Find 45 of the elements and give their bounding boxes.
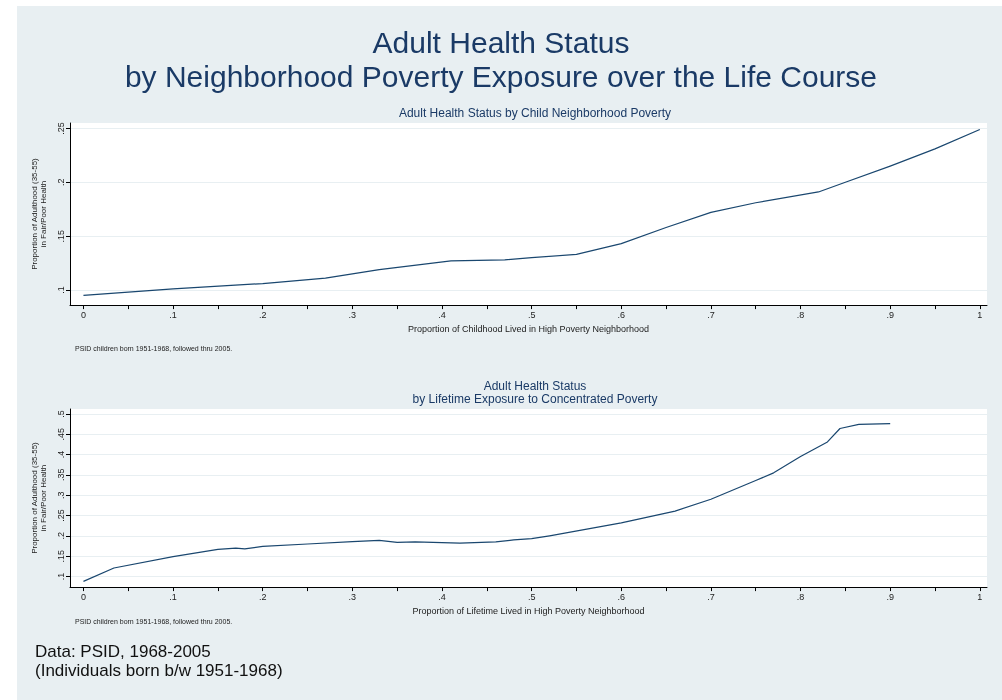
x-tick-label: 0: [80, 309, 86, 320]
chart-title: Adult Health Status by Neighborhood Poverty Exposure over the Life Course: [123, 26, 879, 94]
x-tick-label: .7: [707, 309, 715, 320]
x-axis-title: Proportion of Lifetime Lived in High Poverty Neighborhood: [412, 605, 645, 616]
y-axis-title: Proportion of Adulthood (35-55) in Fair/Poor Health: [30, 157, 48, 270]
x-tick-label: 1: [977, 309, 983, 320]
x-tick-label: .3: [348, 591, 357, 602]
y-tick-label: .15: [55, 229, 66, 243]
y-tick-label: .5: [55, 410, 66, 418]
x-tick-label: .8: [796, 591, 805, 602]
line-series: [82, 128, 981, 296]
x-axis-title: Proportion of Childhood Lived in High Poverty Neighborhood: [407, 323, 650, 334]
x-tick-label: .1: [169, 591, 177, 602]
x-tick-label: 1: [977, 591, 983, 602]
x-tick-label: 0: [80, 591, 86, 602]
chart-title: Adult Health Status by Lifetime Exposure to Concentrated Poverty: [412, 378, 658, 406]
y-tick-label: .3: [55, 491, 66, 499]
y-tick-label: .35: [55, 468, 66, 482]
x-tick-label: .4: [438, 591, 446, 602]
y-tick-label: .25: [55, 509, 66, 522]
x-tick-label: .7: [707, 591, 715, 602]
y-tick-label: .2: [55, 178, 66, 187]
y-tick-label: .4: [55, 450, 66, 459]
line-series: [82, 423, 891, 583]
x-tick-label: .5: [527, 309, 536, 320]
x-tick-label: .5: [527, 591, 536, 602]
x-tick-label: .4: [438, 309, 446, 320]
text: Data: PSID, 1968-2005 (Individuals born b/w 1951-1968): [35, 642, 283, 680]
y-tick-label: .1: [55, 572, 66, 581]
y-tick-label: .1: [55, 286, 66, 294]
x-tick-label: .1: [169, 309, 177, 320]
x-tick-label: .2: [258, 309, 267, 320]
x-tick-label: .9: [886, 309, 894, 320]
x-tick-label: .6: [617, 309, 626, 320]
y-tick-label: .25: [55, 122, 66, 135]
y-tick-label: .2: [55, 532, 66, 540]
x-tick-label: .8: [796, 309, 805, 320]
x-tick-label: .9: [886, 591, 894, 602]
x-tick-label: .3: [348, 309, 357, 320]
y-axis-title: Proportion of Adulthood (35-55) in Fair/Poor Health: [30, 441, 48, 554]
y-tick-label: .45: [55, 427, 66, 441]
x-tick-label: .2: [258, 591, 267, 602]
y-tick-label: .15: [55, 549, 66, 563]
x-tick-label: .6: [617, 591, 626, 602]
chart-subtitle: Adult Health Status by Child Neighborhood Poverty: [398, 105, 672, 120]
